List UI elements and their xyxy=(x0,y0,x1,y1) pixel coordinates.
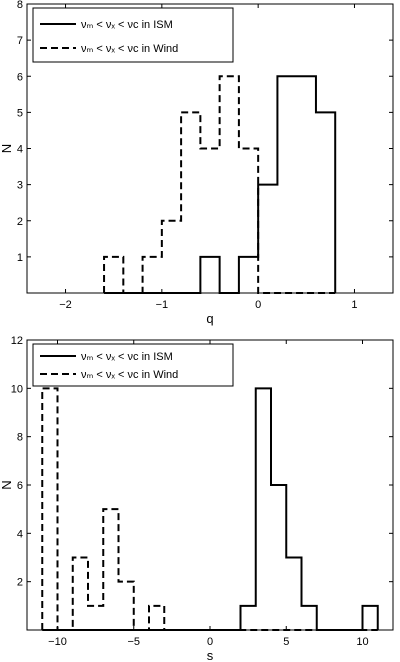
y-tick-label: 8 xyxy=(17,0,23,11)
legend: νₘ < νₓ < νᴄ in ISM νₘ < νₓ < νᴄ in Wind xyxy=(32,7,234,63)
legend-entry-label: νₘ < νₓ < νᴄ in ISM xyxy=(81,19,173,31)
y-axis-label: N xyxy=(0,480,14,489)
y-tick-label: 1 xyxy=(17,252,23,264)
x-tick-label: −1 xyxy=(156,299,169,311)
legend-entry-label: νₘ < νₓ < νᴄ in Wind xyxy=(81,43,178,55)
x-axis-label: q xyxy=(206,311,213,326)
x-tick-label: −2 xyxy=(59,299,72,311)
y-tick-label: 2 xyxy=(17,216,23,228)
x-axis-label: s xyxy=(207,648,214,662)
histogram-series-ism xyxy=(42,387,379,631)
legend-box xyxy=(32,7,234,63)
y-tick-label: 6 xyxy=(17,480,23,492)
legend-entry-label: νₘ < νₓ < νᴄ in Wind xyxy=(81,369,178,381)
y-tick-label: 6 xyxy=(17,71,23,83)
histogram-series-wind xyxy=(41,387,378,631)
y-tick-label: 10 xyxy=(11,383,23,395)
x-tick-label: 0 xyxy=(255,299,261,311)
y-tick-label: 4 xyxy=(17,528,23,540)
y-tick-label: 2 xyxy=(17,577,23,589)
y-tick-label: 3 xyxy=(17,180,23,192)
x-tick-label: 0 xyxy=(207,636,213,648)
x-tick-label: 10 xyxy=(356,636,368,648)
legend: νₘ < νₓ < νᴄ in ISM νₘ < νₓ < νᴄ in Wind xyxy=(32,343,234,387)
legend-box xyxy=(32,343,234,387)
y-axis-label: N xyxy=(0,144,14,153)
x-tick-label: −10 xyxy=(48,636,67,648)
y-tick-label: 12 xyxy=(11,335,23,347)
y-tick-label: 5 xyxy=(17,107,23,119)
x-tick-label: 1 xyxy=(351,299,357,311)
x-tick-label: 5 xyxy=(283,636,289,648)
legend-entry-label: νₘ < νₓ < νᴄ in ISM xyxy=(81,351,173,363)
y-tick-label: 4 xyxy=(17,144,23,156)
y-tick-label: 7 xyxy=(17,35,23,47)
y-tick-label: 8 xyxy=(17,432,23,444)
x-tick-label: −5 xyxy=(127,636,140,648)
